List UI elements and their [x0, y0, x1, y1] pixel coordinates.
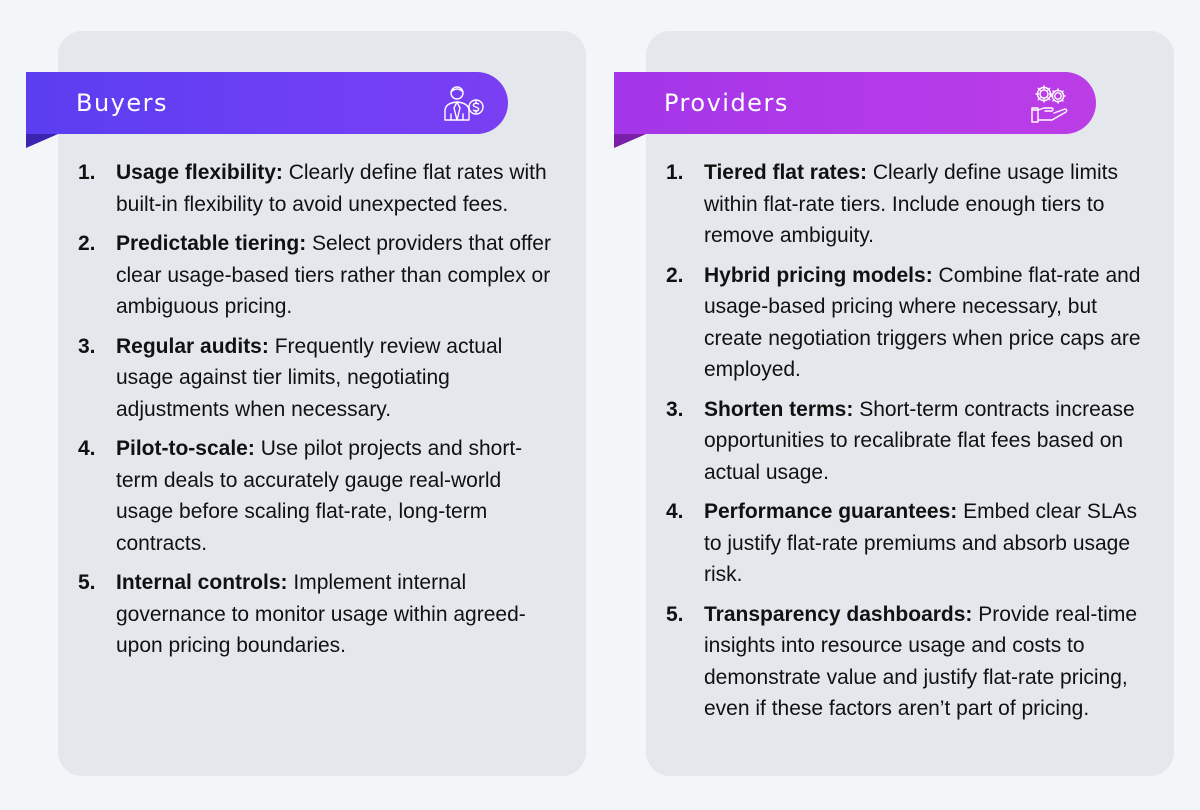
gears-hand-icon	[1031, 85, 1068, 123]
providers-title: Providers	[664, 89, 789, 117]
item-term: Tiered flat rates:	[704, 161, 868, 184]
item-term: Hybrid pricing models:	[704, 263, 933, 287]
item-term: Regular audits:	[116, 334, 269, 358]
list-item: 2. Predictable tiering: Select providers…	[78, 228, 556, 323]
item-body: Transparency dashboards: Provide real-ti…	[704, 599, 1144, 725]
list-item: 1. Usage flexibility: Clearly define fla…	[78, 157, 556, 220]
item-body: Performance guarantees: Embed clear SLAs…	[704, 496, 1144, 591]
item-text: Frequently review actual usage against t…	[116, 334, 503, 421]
list-item: 3. Shorten terms: Short-term contracts i…	[666, 394, 1144, 489]
item-number: 1.	[78, 161, 96, 184]
item-number: 4.	[78, 437, 96, 460]
item-number: 4.	[666, 500, 684, 523]
item-number: 2.	[78, 232, 96, 255]
buyers-card: Buyers 1. Usage flexibility: Clearly def…	[26, 31, 586, 776]
buyers-title: Buyers	[76, 89, 169, 117]
item-term: Internal controls:	[116, 571, 288, 594]
person-dollar-icon	[444, 86, 484, 121]
buyers-banner: Buyers	[26, 72, 508, 134]
providers-list: 1. Tiered flat rates: Clearly define usa…	[666, 157, 1144, 733]
buyers-banner-fold	[26, 134, 58, 148]
item-body: Usage flexibility: Clearly define flat r…	[116, 157, 556, 220]
item-text: Embed clear SLAs to justify flat-rate pr…	[704, 500, 1138, 586]
item-text: Short-term contracts increase opportunit…	[704, 397, 1135, 484]
item-text: Clearly define usage limits within flat-…	[704, 161, 1118, 247]
item-term: Usage flexibility:	[116, 161, 283, 184]
buyers-list: 1. Usage flexibility: Clearly define fla…	[78, 157, 556, 670]
item-body: Hybrid pricing models: Combine flat-rate…	[704, 260, 1144, 386]
item-term: Shorten terms:	[704, 397, 854, 421]
item-text: Use pilot projects and short-term deals …	[116, 437, 523, 555]
item-body: Predictable tiering: Select providers th…	[116, 228, 556, 323]
item-term: Transparency dashboards:	[704, 602, 973, 626]
item-text: Provide real-time insights into resource…	[704, 602, 1137, 721]
list-item: 4. Performance guarantees: Embed clear S…	[666, 496, 1144, 591]
list-item: 1. Tiered flat rates: Clearly define usa…	[666, 157, 1144, 252]
providers-banner-fold	[614, 134, 646, 148]
list-item: 3. Regular audits: Frequently review act…	[78, 331, 556, 426]
item-text: Clearly define flat rates with built-in …	[116, 161, 547, 216]
item-body: Pilot-to-scale: Use pilot projects and s…	[116, 433, 556, 559]
item-text: Implement internal governance to monitor…	[116, 571, 526, 657]
item-number: 3.	[666, 397, 684, 421]
item-number: 3.	[78, 334, 96, 358]
list-item: 2. Hybrid pricing models: Combine flat-r…	[666, 260, 1144, 386]
providers-banner: Providers	[614, 72, 1096, 134]
item-number: 5.	[78, 571, 96, 594]
item-body: Tiered flat rates: Clearly define usage …	[704, 157, 1144, 252]
item-term: Predictable tiering:	[116, 232, 307, 255]
item-number: 2.	[666, 263, 684, 287]
item-term: Performance guarantees:	[704, 500, 958, 523]
providers-card: Providers 1. Tiered flat rates: Clearly …	[614, 31, 1174, 776]
item-body: Internal controls: Implement internal go…	[116, 567, 556, 662]
item-body: Regular audits: Frequently review actual…	[116, 331, 556, 426]
item-text: Select providers that offer clear usage-…	[116, 232, 551, 318]
item-number: 5.	[666, 602, 684, 626]
list-item: 5. Transparency dashboards: Provide real…	[666, 599, 1144, 725]
item-number: 1.	[666, 161, 684, 184]
item-term: Pilot-to-scale:	[116, 437, 255, 460]
list-item: 4. Pilot-to-scale: Use pilot projects an…	[78, 433, 556, 559]
item-text: Combine flat-rate and usage-based pricin…	[704, 263, 1141, 382]
item-body: Shorten terms: Short-term contracts incr…	[704, 394, 1144, 489]
list-item: 5. Internal controls: Implement internal…	[78, 567, 556, 662]
